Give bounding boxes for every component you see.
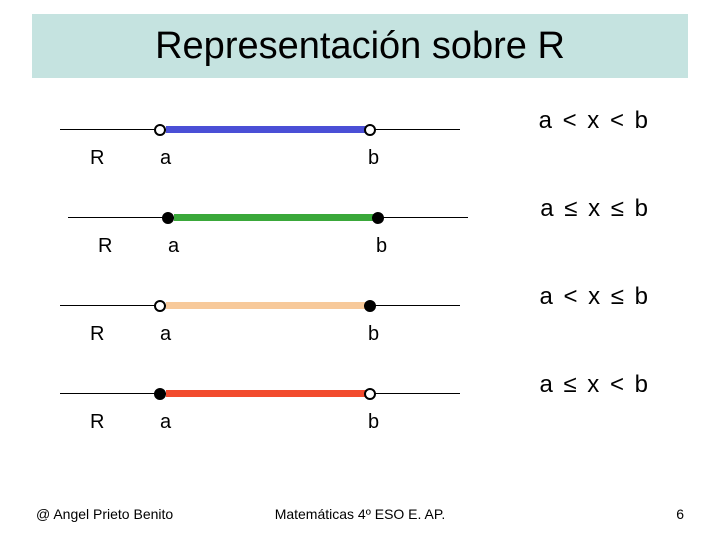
label-a-1: a (160, 147, 171, 170)
interval-segment-4 (166, 390, 368, 397)
inequality-2: a ≤ x ≤ b (540, 195, 650, 223)
interval-segment-2 (174, 214, 376, 221)
numberline-3: R a b (60, 291, 460, 331)
numberline-1: R a b (60, 115, 460, 155)
interval-row-4: R a b a ≤ x < b (40, 369, 680, 457)
endpoint-a-3 (154, 300, 166, 312)
label-a-2: a (168, 235, 179, 258)
numberline-2: R a b (68, 203, 468, 243)
footer-subject: Matemáticas 4º ESO E. AP. (36, 506, 684, 522)
interval-row-2: R a b a ≤ x ≤ b (40, 193, 680, 281)
label-b-3: b (368, 323, 379, 346)
interval-row-3: R a b a < x ≤ b (40, 281, 680, 369)
endpoint-b-2 (372, 212, 384, 224)
interval-rows: R a b a < x < b R a b a ≤ x ≤ b R a b (40, 105, 680, 457)
label-b-4: b (368, 411, 379, 434)
label-a-3: a (160, 323, 171, 346)
endpoint-a-4 (154, 388, 166, 400)
endpoint-b-4 (364, 388, 376, 400)
label-b-1: b (368, 147, 379, 170)
slide-footer: @ Angel Prieto Benito Matemáticas 4º ESO… (36, 506, 684, 522)
inequality-1: a < x < b (539, 107, 650, 135)
label-b-2: b (376, 235, 387, 258)
numberline-4: R a b (60, 379, 460, 419)
slide-title: Representación sobre R (155, 25, 565, 68)
interval-row-1: R a b a < x < b (40, 105, 680, 193)
endpoint-b-3 (364, 300, 376, 312)
label-a-4: a (160, 411, 171, 434)
label-R-2: R (98, 235, 112, 258)
endpoint-a-1 (154, 124, 166, 136)
endpoint-a-2 (162, 212, 174, 224)
inequality-4: a ≤ x < b (539, 371, 650, 399)
label-R-4: R (90, 411, 104, 434)
inequality-3: a < x ≤ b (539, 283, 650, 311)
endpoint-b-1 (364, 124, 376, 136)
title-band: Representación sobre R (32, 14, 688, 78)
interval-segment-3 (166, 302, 368, 309)
label-R-3: R (90, 323, 104, 346)
label-R-1: R (90, 147, 104, 170)
interval-segment-1 (166, 126, 368, 133)
